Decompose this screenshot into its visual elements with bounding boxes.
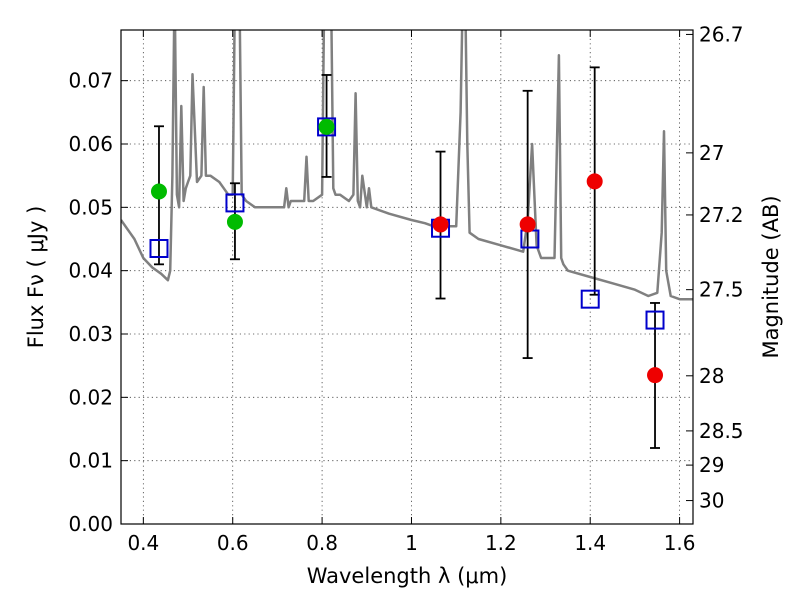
y-tick-label: 0.01 bbox=[68, 449, 113, 473]
grid bbox=[121, 30, 693, 525]
y2-axis-label: Magnitude (AB) bbox=[759, 195, 783, 358]
plot-frame bbox=[120, 29, 694, 525]
detection-point bbox=[318, 118, 335, 135]
y2-tick-label: 27.5 bbox=[699, 278, 744, 302]
y-tick-label: 0.00 bbox=[68, 512, 113, 536]
upper-limit-point bbox=[519, 216, 536, 233]
model-photometry-square bbox=[645, 310, 665, 330]
y2-tick-label: 27.2 bbox=[699, 203, 744, 227]
y-tick-label: 0.06 bbox=[68, 132, 113, 156]
detection-point bbox=[150, 183, 167, 200]
ticks: 0.4 0.6 0.8 1 1.2 1.4 1.6 0.00 0.01 0.02 0.03 0.04 0… bbox=[68, 22, 743, 555]
model-photometry-square bbox=[225, 193, 245, 213]
y-tick-label: 0.05 bbox=[68, 195, 113, 219]
x-tick-label: 1.4 bbox=[574, 531, 606, 555]
model-photometry-square bbox=[317, 117, 337, 137]
y2-tick-label: 27 bbox=[699, 141, 724, 165]
y2-tick-label: 28.5 bbox=[699, 419, 744, 443]
y2-tick-label: 26.7 bbox=[699, 22, 744, 46]
y2-tick-label: 28 bbox=[699, 364, 724, 388]
x-tick-label: 0.4 bbox=[127, 531, 159, 555]
x-tick-label: 1.2 bbox=[485, 531, 517, 555]
y-tick-label: 0.07 bbox=[68, 69, 113, 93]
model-photometry-square bbox=[580, 289, 600, 309]
x-tick-label: 1 bbox=[405, 531, 418, 555]
markers bbox=[149, 117, 665, 384]
y-tick-label: 0.03 bbox=[68, 322, 113, 346]
y-tick-label: 0.02 bbox=[68, 385, 113, 409]
x-axis-label: Wavelength λ (μm) bbox=[307, 564, 508, 588]
upper-limit-point bbox=[432, 216, 449, 233]
y2-tick-label: 30 bbox=[699, 489, 724, 513]
error-bars bbox=[153, 66, 661, 449]
y-tick-label: 0.04 bbox=[68, 259, 113, 283]
sed-model-line bbox=[121, 30, 693, 301]
sed-model-layer bbox=[121, 30, 693, 301]
detection-point bbox=[226, 213, 243, 230]
upper-limit-point bbox=[586, 173, 603, 190]
upper-limit-point bbox=[647, 367, 664, 384]
y2-tick-label: 29 bbox=[699, 453, 724, 477]
x-tick-label: 1.6 bbox=[664, 531, 696, 555]
model-photometry-square bbox=[149, 239, 169, 258]
x-tick-label: 0.6 bbox=[217, 531, 249, 555]
x-tick-label: 0.8 bbox=[306, 531, 338, 555]
y-axis-label: Flux Fν ( μJy ) bbox=[24, 206, 48, 349]
